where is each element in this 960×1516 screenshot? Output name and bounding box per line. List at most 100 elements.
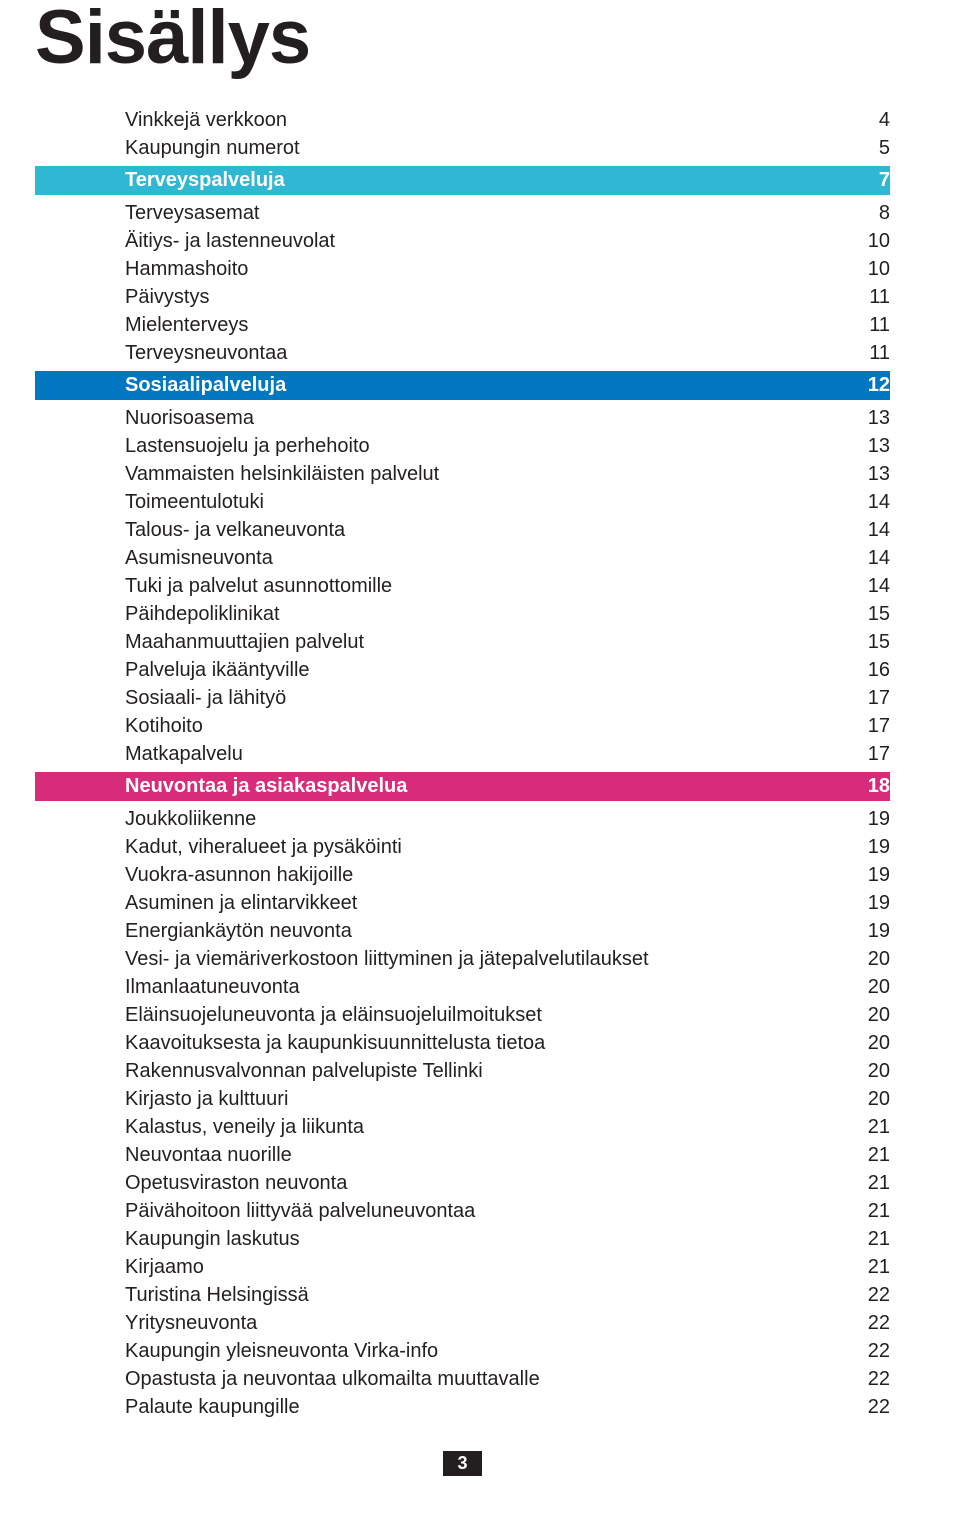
toc-item-page: 19 xyxy=(850,861,890,889)
toc-item: Nuorisoasema13 xyxy=(125,404,890,432)
toc-section: Terveyspalveluja7 xyxy=(35,166,890,195)
toc-item-page: 14 xyxy=(850,544,890,572)
toc-item-label: Toimeentulotuki xyxy=(125,488,850,516)
toc-section-page: 7 xyxy=(850,169,890,192)
toc-item: Yritysneuvonta22 xyxy=(125,1309,890,1337)
table-of-contents: Vinkkejä verkkoon4Kaupungin numerot5 Terv… xyxy=(125,106,890,1421)
page-container: Sisällys Vinkkejä verkkoon4Kaupungin num… xyxy=(0,0,960,1516)
toc-item-label: Sosiaali- ja lähityö xyxy=(125,684,850,712)
toc-item-label: Hammashoito xyxy=(125,255,850,283)
toc-item: Palveluja ikääntyville16 xyxy=(125,656,890,684)
toc-item-label: Kalastus, veneily ja liikunta xyxy=(125,1113,850,1141)
toc-item: Matkapalvelu17 xyxy=(125,740,890,768)
toc-item-label: Lastensuojelu ja perhehoito xyxy=(125,432,850,460)
toc-item: Vinkkejä verkkoon4 xyxy=(125,106,890,134)
toc-item-label: Päivähoitoon liittyvää palveluneuvontaa xyxy=(125,1197,850,1225)
toc-item: Eläinsuojeluneuvonta ja eläinsuojeluilmo… xyxy=(125,1001,890,1029)
toc-item-label: Asuminen ja elintarvikkeet xyxy=(125,889,850,917)
toc-item: Terveysasemat8 xyxy=(125,199,890,227)
toc-item: Vammaisten helsinkiläisten palvelut13 xyxy=(125,460,890,488)
toc-section-label: Neuvontaa ja asiakaspalvelua xyxy=(125,775,850,798)
toc-item-page: 21 xyxy=(850,1253,890,1281)
page-number-badge: 3 xyxy=(443,1451,481,1476)
toc-section-label: Sosiaalipalveluja xyxy=(125,374,850,397)
toc-item-page: 14 xyxy=(850,488,890,516)
toc-item-label: Opetusviraston neuvonta xyxy=(125,1169,850,1197)
toc-item: Energiankäytön neuvonta19 xyxy=(125,917,890,945)
toc-section-label: Terveyspalveluja xyxy=(125,169,850,192)
toc-item-page: 14 xyxy=(850,572,890,600)
toc-item-label: Päivystys xyxy=(125,283,850,311)
toc-item-label: Palveluja ikääntyville xyxy=(125,656,850,684)
toc-item-label: Kirjaamo xyxy=(125,1253,850,1281)
toc-item: Opastusta ja neuvontaa ulkomailta muutta… xyxy=(125,1365,890,1393)
toc-item-label: Äitiys- ja lastenneuvolat xyxy=(125,227,850,255)
toc-item-label: Päihdepoliklinikat xyxy=(125,600,850,628)
toc-item-page: 21 xyxy=(850,1197,890,1225)
toc-item: Terveysneuvontaa11 xyxy=(125,339,890,367)
toc-item: Päivähoitoon liittyvää palveluneuvontaa2… xyxy=(125,1197,890,1225)
toc-item-page: 16 xyxy=(850,656,890,684)
toc-item: Ilmanlaatuneuvonta20 xyxy=(125,973,890,1001)
toc-item: Palaute kaupungille22 xyxy=(125,1393,890,1421)
toc-item: Kalastus, veneily ja liikunta21 xyxy=(125,1113,890,1141)
toc-item-page: 5 xyxy=(850,134,890,162)
toc-item-label: Matkapalvelu xyxy=(125,740,850,768)
toc-item: Äitiys- ja lastenneuvolat10 xyxy=(125,227,890,255)
toc-item: Turistina Helsingissä22 xyxy=(125,1281,890,1309)
toc-item-page: 21 xyxy=(850,1169,890,1197)
toc-item: Vuokra-asunnon hakijoille19 xyxy=(125,861,890,889)
toc-item-page: 11 xyxy=(850,339,890,367)
toc-item-label: Ilmanlaatuneuvonta xyxy=(125,973,850,1001)
toc-item-label: Vammaisten helsinkiläisten palvelut xyxy=(125,460,850,488)
toc-item-page: 13 xyxy=(850,432,890,460)
toc-item-label: Asumisneuvonta xyxy=(125,544,850,572)
toc-item-label: Vuokra-asunnon hakijoille xyxy=(125,861,850,889)
toc-item-page: 8 xyxy=(850,199,890,227)
toc-item-label: Nuorisoasema xyxy=(125,404,850,432)
toc-item: Maahanmuuttajien palvelut15 xyxy=(125,628,890,656)
toc-item: Kaupungin numerot5 xyxy=(125,134,890,162)
toc-item: Asumisneuvonta14 xyxy=(125,544,890,572)
toc-item-page: 14 xyxy=(850,516,890,544)
toc-item-label: Kaavoituksesta ja kaupunkisuunnittelusta… xyxy=(125,1029,850,1057)
page-title: Sisällys xyxy=(35,0,890,76)
toc-item: Opetusviraston neuvonta21 xyxy=(125,1169,890,1197)
toc-item-page: 10 xyxy=(850,227,890,255)
toc-item-label: Vesi- ja viemäriverkostoon liittyminen j… xyxy=(125,945,850,973)
toc-item-label: Turistina Helsingissä xyxy=(125,1281,850,1309)
toc-item-label: Kaupungin laskutus xyxy=(125,1225,850,1253)
toc-item-page: 11 xyxy=(850,311,890,339)
toc-item-page: 10 xyxy=(850,255,890,283)
toc-item-page: 4 xyxy=(850,106,890,134)
toc-item: Kaavoituksesta ja kaupunkisuunnittelusta… xyxy=(125,1029,890,1057)
toc-item-page: 19 xyxy=(850,805,890,833)
toc-item: Vesi- ja viemäriverkostoon liittyminen j… xyxy=(125,945,890,973)
toc-item-label: Kirjasto ja kulttuuri xyxy=(125,1085,850,1113)
toc-item: Päihdepoliklinikat15 xyxy=(125,600,890,628)
toc-item-page: 19 xyxy=(850,889,890,917)
toc-item-page: 15 xyxy=(850,628,890,656)
toc-item: Päivystys11 xyxy=(125,283,890,311)
toc-item-label: Terveysasemat xyxy=(125,199,850,227)
toc-item-page: 17 xyxy=(850,684,890,712)
toc-item-label: Tuki ja palvelut asunnottomille xyxy=(125,572,850,600)
toc-section: Sosiaalipalveluja12 xyxy=(35,371,890,400)
toc-item-page: 20 xyxy=(850,1001,890,1029)
toc-item-page: 21 xyxy=(850,1225,890,1253)
toc-item-label: Kaupungin yleisneuvonta Virka-info xyxy=(125,1337,850,1365)
toc-item-label: Opastusta ja neuvontaa ulkomailta muutta… xyxy=(125,1365,850,1393)
toc-item-label: Rakennusvalvonnan palvelupiste Tellinki xyxy=(125,1057,850,1085)
toc-item-page: 17 xyxy=(850,712,890,740)
toc-item-label: Vinkkejä verkkoon xyxy=(125,106,850,134)
toc-item-page: 22 xyxy=(850,1309,890,1337)
toc-item-page: 20 xyxy=(850,1029,890,1057)
toc-item-label: Eläinsuojeluneuvonta ja eläinsuojeluilmo… xyxy=(125,1001,850,1029)
toc-item-label: Talous- ja velkaneuvonta xyxy=(125,516,850,544)
toc-item: Sosiaali- ja lähityö17 xyxy=(125,684,890,712)
toc-item-label: Neuvontaa nuorille xyxy=(125,1141,850,1169)
page-footer: 3 xyxy=(35,1451,890,1476)
toc-item-page: 22 xyxy=(850,1337,890,1365)
toc-item-page: 13 xyxy=(850,460,890,488)
toc-item-page: 13 xyxy=(850,404,890,432)
